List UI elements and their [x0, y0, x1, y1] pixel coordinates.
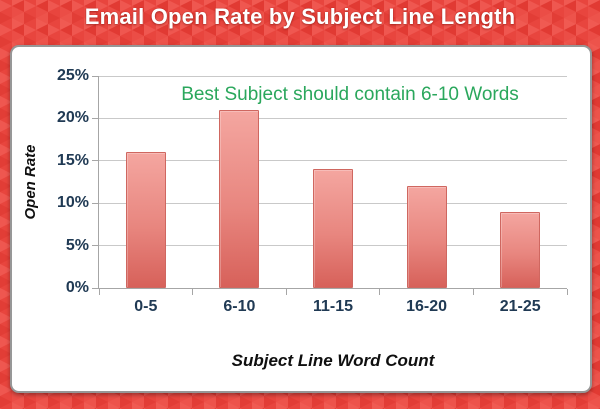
x-tick-label: 0-5 [134, 298, 158, 315]
y-tick-label: 0% [65, 279, 89, 296]
bar-21-25 [500, 211, 541, 288]
x-axis-tick [285, 289, 287, 295]
x-axis-tick [379, 289, 381, 295]
plot-area: 0% 5% 10% 15% 20% 25% 0-5 6-10 11-15 16-20 21-25 [57, 67, 568, 315]
y-axis-line [98, 76, 99, 288]
y-axis-tick [92, 160, 98, 162]
y-axis-tick [92, 202, 98, 204]
x-axis-tick [192, 289, 194, 295]
x-axis-tick [472, 289, 474, 295]
gridline [99, 160, 567, 162]
y-axis-title: Open Rate [22, 144, 39, 220]
x-axis-title: Subject Line Word Count [231, 351, 435, 370]
y-axis-tick [92, 245, 98, 247]
gridline [99, 75, 567, 77]
y-axis-tick [92, 75, 98, 77]
gridline [99, 117, 567, 119]
y-axis-tick [92, 117, 98, 119]
x-tick-label: 6-10 [223, 298, 256, 315]
x-axis-line [98, 288, 567, 289]
bar-11-15 [313, 169, 353, 288]
x-tick-label: 21-25 [499, 298, 541, 315]
chart-card: Best Subject should contain 6-10 Words O… [10, 45, 592, 393]
x-axis-tick [98, 289, 100, 295]
y-tick-label: 20% [56, 109, 89, 127]
y-tick-label: 15% [56, 151, 89, 169]
x-tick-label: 16-20 [406, 298, 448, 315]
bar-16-20 [406, 186, 447, 288]
y-axis-tick [92, 287, 98, 289]
y-tick-label: 25% [56, 67, 89, 84]
bar-6-10 [219, 109, 260, 288]
page-title: Email Open Rate by Subject Line Length [84, 4, 516, 29]
y-tick-label: 10% [56, 194, 89, 212]
x-tick-label: 11-15 [312, 298, 353, 315]
chart-annotation: Best Subject should contain 6-10 Words [181, 84, 519, 105]
bar-0-5 [125, 152, 166, 288]
x-axis-tick [566, 289, 568, 295]
y-tick-label: 5% [65, 236, 89, 254]
title-banner: Email Open Rate by Subject Line Length [0, 0, 600, 45]
x-label-row: 0-5 6-10 11-15 16-20 21-25 [99, 298, 567, 316]
